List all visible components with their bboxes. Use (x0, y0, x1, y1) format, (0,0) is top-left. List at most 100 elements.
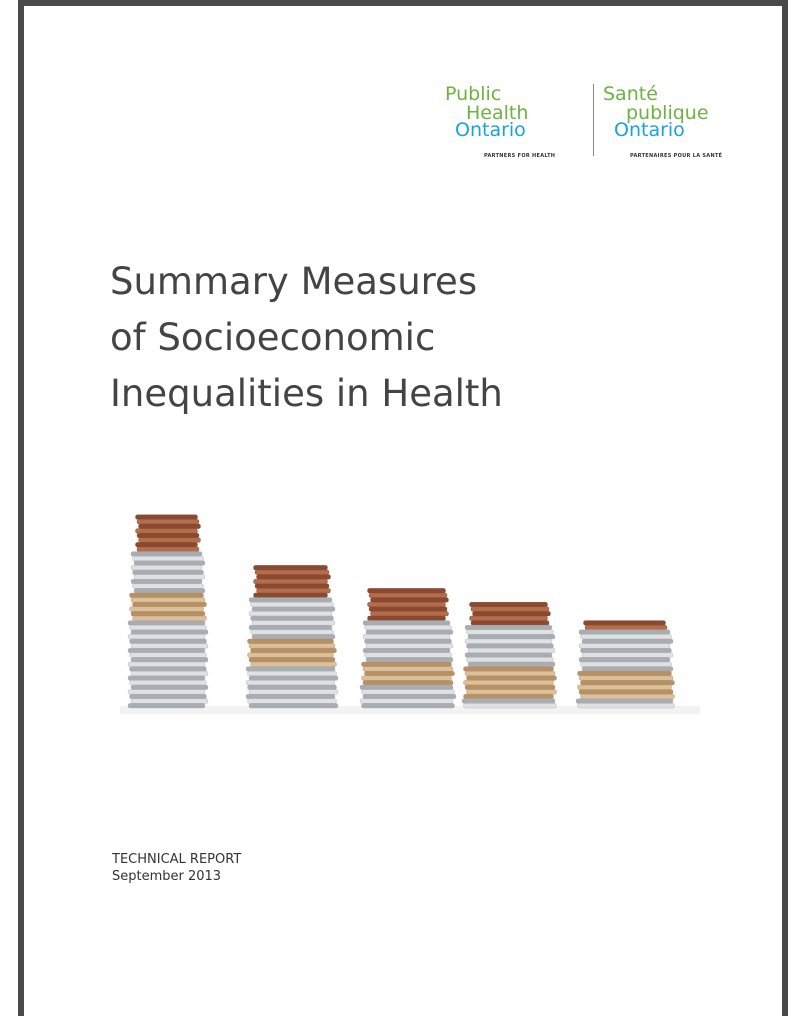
coin (130, 680, 207, 685)
coin (136, 542, 198, 547)
coin (249, 598, 332, 603)
coin (366, 630, 453, 635)
coin (133, 584, 204, 589)
coin (251, 616, 334, 621)
coin (131, 644, 208, 649)
coin (462, 699, 555, 704)
coin (128, 621, 205, 626)
coin (366, 644, 453, 649)
coin (134, 575, 205, 580)
coin (131, 699, 208, 704)
coin (249, 703, 338, 708)
coin (365, 639, 452, 644)
coin (248, 671, 337, 676)
coin (246, 694, 335, 699)
coin (248, 699, 337, 704)
coin (249, 690, 338, 695)
coin (134, 588, 205, 593)
coin (363, 667, 453, 672)
coin (365, 625, 452, 630)
coin (137, 519, 199, 524)
coin (360, 699, 453, 704)
coin (128, 662, 205, 667)
coin (369, 607, 447, 612)
coin (467, 644, 554, 649)
coin (249, 676, 338, 681)
coin (128, 648, 205, 653)
coin (581, 694, 675, 699)
coin (465, 671, 555, 676)
coin (579, 657, 670, 662)
coin (467, 676, 557, 681)
report-type: TECHNICAL REPORT (112, 851, 241, 868)
coin (130, 667, 207, 672)
coin (128, 676, 205, 681)
coin (128, 634, 205, 639)
coin (131, 657, 208, 662)
coin (368, 616, 446, 621)
coin (131, 685, 208, 690)
coin (130, 653, 207, 658)
coin (131, 552, 202, 557)
coin (252, 607, 335, 612)
coin (581, 662, 672, 667)
coin (131, 630, 208, 635)
coin (130, 625, 207, 630)
coin (579, 676, 673, 681)
coin (471, 607, 549, 612)
coin (131, 611, 205, 616)
coin (257, 588, 331, 593)
coin (581, 648, 672, 653)
coin (128, 703, 205, 708)
coin (365, 653, 452, 658)
coin (131, 671, 208, 676)
coin (579, 630, 670, 635)
coin (578, 685, 672, 690)
coin (363, 621, 450, 626)
coin (246, 667, 335, 672)
coin (582, 653, 673, 658)
coin (362, 703, 455, 708)
coin (255, 584, 329, 589)
coin (128, 690, 205, 695)
coin (467, 657, 554, 662)
coin (133, 570, 204, 575)
coin (468, 634, 555, 639)
coin (257, 575, 331, 580)
coin (248, 639, 334, 644)
page: Public Health Ontario PARTNERS FOR HEALT… (0, 0, 794, 997)
coin (249, 644, 335, 649)
coin (137, 547, 199, 552)
coin (471, 621, 549, 626)
coin (139, 538, 201, 543)
coin (134, 561, 205, 566)
coin (363, 634, 450, 639)
coin (362, 690, 455, 695)
coin (585, 625, 667, 630)
coin (465, 639, 552, 644)
coin (366, 657, 453, 662)
coin (249, 625, 332, 630)
coin (131, 579, 202, 584)
report-date: September 2013 (112, 868, 221, 885)
coin (365, 671, 455, 676)
coin (131, 598, 205, 603)
coin (130, 607, 204, 612)
coin (254, 579, 328, 584)
coin (584, 621, 666, 626)
coin (582, 667, 673, 672)
coin (248, 685, 337, 690)
coin (465, 685, 555, 690)
coin (254, 593, 328, 598)
coin (579, 644, 670, 649)
coin (137, 533, 199, 538)
coin (581, 634, 672, 639)
coin (576, 699, 673, 704)
coin (251, 602, 334, 607)
coin (249, 657, 335, 662)
coin (249, 611, 332, 616)
coin (133, 556, 204, 561)
coin (251, 630, 334, 635)
coin (467, 690, 557, 695)
coin (582, 639, 673, 644)
